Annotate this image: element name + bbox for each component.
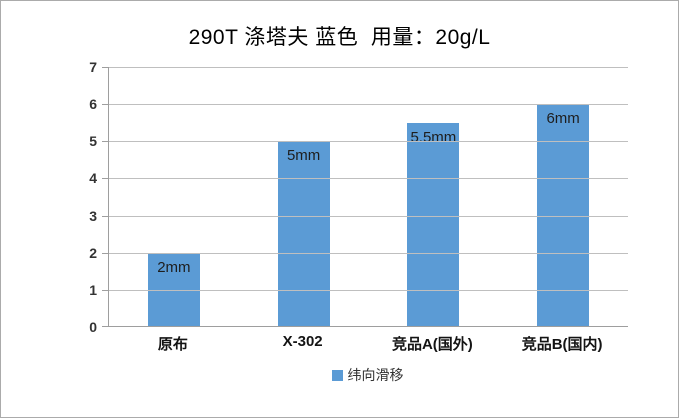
y-tick-mark-7 [102,67,109,68]
legend: 纬向滑移 [108,365,627,385]
y-tick-label-1: 1 [89,281,97,298]
x-tick-label-原布: 原布 [157,336,188,353]
data-label: 5mm [286,147,321,165]
x-tick-label-X-302: X-302 [282,333,323,350]
gridline-6 [109,104,628,106]
y-tick-label-6: 6 [89,96,97,113]
chart-title: 290T 涤塔夫 蓝色 用量：20g/L [188,26,491,49]
y-tick-label-0: 0 [89,319,97,335]
bar-slot-3: 6mm [498,67,628,327]
y-tick-mark-4 [102,178,109,180]
bar-series: 2mm 5mm 5.5mm 6mm [109,67,628,327]
gridline-0 [109,326,628,327]
x-axis: 原布 X-302 竞品A(国外) 竞品B(国内) [108,333,627,354]
y-tick-label-4: 4 [89,170,97,187]
bar-slot-1: 5mm [239,67,369,327]
data-label: 5.5mm [410,128,457,146]
data-label: 2mm [157,258,191,276]
gridline-1 [109,289,628,291]
gridline-4 [109,178,628,180]
legend-swatch-icon [331,369,343,381]
y-tick-mark-2 [102,252,109,254]
data-label: 6mm [546,110,580,128]
gridline-7 [109,67,628,68]
bar-竞品A(国外): 5.5mm [407,122,460,327]
y-tick-mark-6 [102,104,109,106]
y-tick-label-7: 7 [89,59,97,75]
plot-area: 2mm 5mm 5.5mm 6mm [102,67,628,327]
legend-label: 纬向滑移 [347,367,404,383]
bar-slot-2: 5.5mm [369,67,499,327]
y-tick-label-3: 3 [89,207,97,224]
y-tick-mark-0 [102,326,109,327]
y-tick-mark-5 [102,141,109,143]
x-tick-label-竞品A(国外): 竞品A(国外) [391,336,473,353]
gridline-5 [109,141,628,143]
y-tick-label-2: 2 [89,244,97,261]
bar-X-302: 5mm [277,141,330,327]
y-axis: 0 1 2 3 4 5 6 7 [1,60,97,334]
y-tick-label-5: 5 [89,133,97,150]
gridline-3 [109,215,628,217]
y-tick-mark-3 [102,215,109,217]
x-tick-label-竞品B(国内): 竞品B(国内) [521,336,603,353]
bar-slot-0: 2mm [109,67,239,327]
gridline-2 [109,252,628,254]
y-tick-mark-1 [102,289,109,291]
